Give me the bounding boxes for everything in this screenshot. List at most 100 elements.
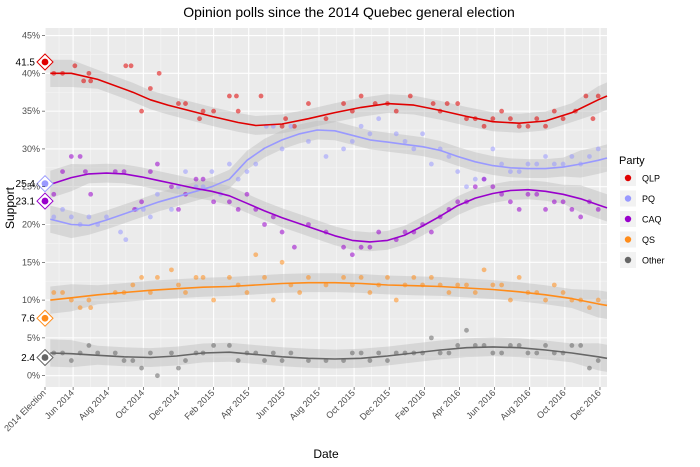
qs-poll-point bbox=[543, 297, 548, 303]
other-poll-point bbox=[270, 350, 276, 356]
pq-poll-point bbox=[455, 169, 461, 175]
other-poll-point bbox=[358, 350, 364, 356]
qs-poll-point bbox=[51, 290, 57, 295]
qlp-election-label: 41.5 bbox=[16, 58, 36, 69]
caq-poll-point bbox=[349, 252, 355, 258]
pq-legend-label: PQ bbox=[642, 194, 655, 204]
pq-poll-point bbox=[244, 169, 250, 175]
caq-poll-point bbox=[176, 206, 181, 212]
qs-poll-point bbox=[183, 290, 188, 295]
caq-poll-point bbox=[341, 244, 346, 250]
pq-poll-point bbox=[118, 229, 123, 235]
y-tick-label: 35% bbox=[22, 106, 40, 116]
qlp-poll-point bbox=[227, 93, 232, 99]
y-tick-label: 10% bbox=[22, 295, 40, 305]
caq-election-label: 23.1 bbox=[16, 197, 36, 208]
qs-poll-point bbox=[508, 297, 513, 303]
caq-legend-swatch bbox=[624, 215, 632, 223]
other-poll-point bbox=[385, 358, 390, 363]
caq-poll-point bbox=[490, 184, 496, 190]
other-poll-point bbox=[211, 343, 217, 348]
other-poll-point bbox=[176, 365, 181, 371]
pq-poll-point bbox=[490, 146, 496, 152]
other-poll-point bbox=[227, 343, 232, 348]
caq-poll-point bbox=[367, 244, 373, 250]
other-poll-point bbox=[499, 350, 505, 356]
qlp-poll-point bbox=[590, 116, 596, 122]
qs-poll-point bbox=[464, 282, 469, 288]
y-tick-label: 15% bbox=[22, 257, 40, 267]
y-tick-label: 25% bbox=[22, 182, 40, 192]
other-poll-point bbox=[455, 343, 461, 348]
pq-poll-point bbox=[411, 146, 417, 152]
pq-poll-point bbox=[420, 131, 425, 137]
other-poll-point bbox=[464, 327, 469, 333]
other-confidence-band bbox=[50, 337, 608, 372]
caq-poll-point bbox=[60, 169, 65, 175]
pq-poll-point bbox=[253, 161, 259, 167]
legend: Party QLP PQ CAQ QS Other bbox=[619, 155, 665, 268]
caq-poll-point bbox=[402, 229, 408, 235]
pq-poll-point bbox=[147, 214, 153, 220]
other-poll-point bbox=[490, 350, 496, 356]
election-results: 41.5 25.4 23.1 7.6 2.4 bbox=[16, 53, 54, 367]
qlp-legend-label: QLP bbox=[642, 174, 660, 184]
pq-poll-point bbox=[123, 237, 129, 243]
qs-poll-point bbox=[455, 282, 461, 288]
other-poll-point bbox=[525, 350, 531, 356]
qlp-poll-point bbox=[430, 101, 436, 106]
other-poll-point bbox=[543, 343, 548, 348]
other-poll-point bbox=[306, 358, 311, 363]
y-tick-label: 40% bbox=[22, 68, 40, 78]
pq-confidence-band bbox=[50, 120, 608, 239]
pq-poll-point bbox=[227, 161, 232, 167]
qlp-poll-point bbox=[534, 116, 540, 122]
qs-poll-point bbox=[253, 252, 259, 258]
qs-poll-point bbox=[211, 297, 217, 303]
other-poll-point bbox=[235, 358, 241, 363]
other-poll-point bbox=[288, 350, 294, 356]
qs-poll-point bbox=[270, 297, 276, 303]
other-poll-point bbox=[169, 350, 174, 356]
qs-poll-point bbox=[176, 282, 181, 288]
qlp-poll-point bbox=[341, 101, 346, 106]
qs-poll-point bbox=[516, 275, 522, 280]
qlp-poll-point bbox=[283, 116, 289, 122]
qs-poll-point bbox=[297, 290, 303, 295]
qs-election-label: 7.6 bbox=[21, 314, 35, 325]
major-gridlines bbox=[44, 28, 607, 387]
other-poll-point bbox=[112, 350, 118, 356]
caq-poll-point bbox=[551, 199, 557, 205]
pq-poll-point bbox=[235, 176, 241, 182]
caq-poll-point bbox=[358, 244, 364, 250]
caq-poll-point bbox=[534, 191, 540, 197]
other-poll-point bbox=[262, 358, 267, 363]
qs-poll-point bbox=[472, 290, 478, 295]
qs-poll-point bbox=[88, 305, 94, 311]
other-poll-point bbox=[446, 350, 452, 356]
pq-poll-point bbox=[367, 131, 373, 137]
caq-poll-point bbox=[121, 169, 127, 175]
other-poll-point bbox=[95, 350, 101, 356]
y-tick-label: 20% bbox=[22, 220, 40, 230]
qlp-poll-point bbox=[490, 116, 496, 122]
qlp-poll-point bbox=[86, 70, 92, 76]
other-poll-point bbox=[147, 350, 153, 356]
qs-poll-point bbox=[155, 275, 160, 280]
other-poll-point bbox=[587, 365, 592, 371]
pq-trend-line bbox=[50, 129, 608, 227]
qs-poll-point bbox=[393, 297, 399, 303]
qs-poll-point bbox=[200, 275, 206, 280]
qlp-poll-point bbox=[525, 123, 531, 129]
caq-poll-point bbox=[262, 222, 267, 227]
qlp-poll-point bbox=[72, 63, 78, 69]
qs-legend-swatch bbox=[624, 236, 632, 243]
qlp-poll-point bbox=[139, 108, 144, 114]
caq-poll-point bbox=[82, 169, 88, 175]
qlp-poll-point bbox=[234, 93, 239, 99]
qlp-poll-point bbox=[444, 101, 450, 106]
caq-poll-point bbox=[147, 169, 153, 175]
caq-poll-point bbox=[560, 199, 566, 205]
pq-poll-point bbox=[288, 123, 294, 129]
qlp-poll-point bbox=[88, 78, 94, 84]
